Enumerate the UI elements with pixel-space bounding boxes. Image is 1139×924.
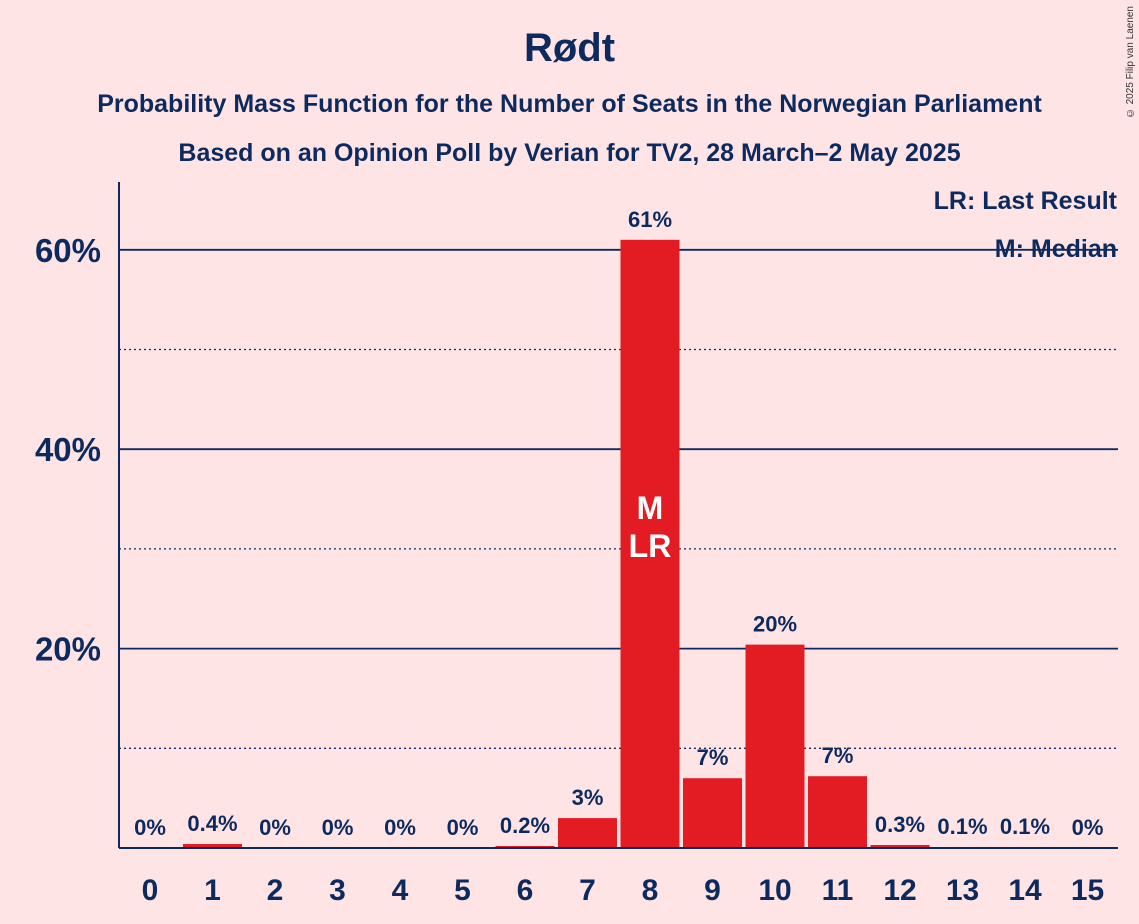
- x-tick-label: 8: [642, 874, 659, 907]
- legend-last-result: LR: Last Result: [934, 187, 1118, 215]
- value-label: 0%: [322, 815, 354, 840]
- value-label: 0.3%: [875, 812, 925, 837]
- axes: 20%40%60%0 1 2 3 4 5 6 7 8 9 10 11 12 13 14 15: [35, 182, 1118, 907]
- x-tick-label: 5: [454, 874, 471, 907]
- value-label: 61%: [628, 207, 672, 232]
- chart-title: Rødt: [523, 26, 616, 70]
- value-labels: 0% 0.4% 0% 0% 0% 0% 0.2% 3% 61% 7% 20% 7% 0.3% 0.1% 0.…: [134, 207, 1103, 840]
- value-label: 0%: [1072, 815, 1104, 840]
- value-label: 0%: [384, 815, 416, 840]
- x-tick-label: 10: [758, 874, 791, 907]
- value-label: 0%: [259, 815, 291, 840]
- x-tick-label: 12: [883, 874, 916, 907]
- y-tick-label: 40%: [35, 431, 101, 468]
- y-tick-label: 60%: [35, 232, 101, 269]
- chart-subtitle: Probability Mass Function for the Number…: [97, 90, 1042, 118]
- legend: LR: Last Result M: Median: [934, 187, 1118, 263]
- bar-seat-9: [683, 778, 742, 848]
- bar-seat-1: [183, 844, 242, 848]
- x-tick-label: 14: [1008, 874, 1042, 907]
- y-tick-label: 20%: [35, 631, 101, 668]
- value-label: 0.1%: [1000, 814, 1050, 839]
- value-label: 0%: [447, 815, 479, 840]
- value-label: 7%: [697, 745, 729, 770]
- x-tick-label: 9: [704, 874, 721, 907]
- x-tick-label: 1: [204, 874, 221, 907]
- x-tick-label: 4: [392, 874, 409, 907]
- value-label: 0.1%: [937, 814, 987, 839]
- x-tick-label: 3: [329, 874, 346, 907]
- legend-median: M: Median: [995, 235, 1117, 263]
- chart-subtitle-source: Based on an Opinion Poll by Verian for T…: [178, 139, 961, 167]
- value-label: 7%: [822, 743, 854, 768]
- value-label: 0.2%: [500, 813, 550, 838]
- value-label: 0.4%: [187, 811, 237, 836]
- x-tick-label: 6: [517, 874, 534, 907]
- bar-seat-8: [620, 239, 680, 848]
- last-result-marker: LR: [629, 528, 672, 564]
- value-label: 0%: [134, 815, 166, 840]
- bars: [183, 239, 1055, 848]
- median-marker: M: [637, 490, 664, 526]
- x-tick-label: 15: [1071, 874, 1104, 907]
- gridlines: [119, 248, 1118, 749]
- value-label: 3%: [572, 785, 604, 810]
- x-tick-label: 2: [267, 874, 284, 907]
- bar-seat-12: [870, 845, 930, 848]
- value-label: 20%: [753, 612, 797, 637]
- x-tick-label: 7: [579, 874, 596, 907]
- bar-seat-11: [808, 776, 867, 848]
- bar-seat-7: [558, 818, 617, 848]
- x-tick-label: 0: [142, 874, 159, 907]
- x-tick-label: 13: [946, 874, 979, 907]
- x-tick-label: 11: [822, 874, 854, 907]
- bar-seat-10: [745, 644, 805, 848]
